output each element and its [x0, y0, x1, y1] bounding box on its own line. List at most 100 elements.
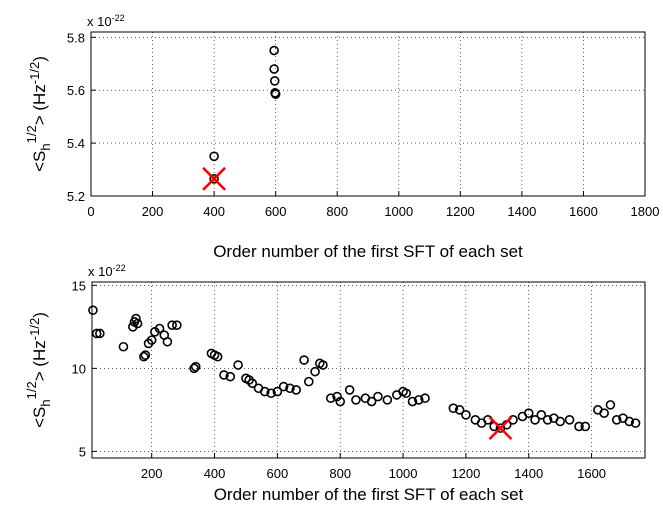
- data-point: [140, 350, 151, 360]
- x-axis-label: Order number of the first SFT of each se…: [214, 485, 524, 504]
- x-tick-label: 1600: [569, 204, 598, 219]
- data-point: [247, 378, 258, 389]
- data-point: [219, 370, 229, 380]
- data-point: [285, 383, 295, 394]
- data-point: [523, 408, 534, 418]
- y-tick-label: 5.4: [67, 136, 85, 151]
- x-tick-label: 200: [142, 204, 164, 219]
- data-point: [599, 408, 609, 418]
- data-point: [542, 415, 553, 425]
- multiplier-base: x 10: [88, 264, 113, 279]
- data-point: [131, 313, 141, 324]
- data-point: [461, 410, 471, 420]
- y-axis-label: <Sh1/2> (Hz-1/2): [24, 56, 53, 172]
- multiplier-exponent: -22: [112, 13, 125, 23]
- data-point: [454, 405, 465, 415]
- data-point: [318, 360, 328, 370]
- data-point: [574, 421, 584, 432]
- data-point: [146, 335, 157, 345]
- data-point: [91, 328, 102, 339]
- data-point: [407, 396, 418, 407]
- data-point: [291, 385, 302, 395]
- data-point: [351, 395, 361, 405]
- y-label-part: > (Hz: [30, 340, 49, 381]
- plot-area: [91, 32, 645, 196]
- y-tick-label: 5: [79, 444, 86, 459]
- y-label-part: h: [38, 399, 53, 406]
- x-axis-label: Order number of the first SFT of each se…: [213, 242, 523, 261]
- x-tick-label: 1400: [507, 204, 536, 219]
- x-tick-label: 200: [141, 466, 163, 481]
- data-point: [118, 341, 129, 352]
- highlight-marker: [202, 166, 226, 191]
- data-point: [269, 64, 279, 74]
- data-point: [335, 396, 346, 407]
- y-axis-label: <Sh1/2> (Hz-1/2): [24, 312, 53, 428]
- data-point: [278, 381, 289, 392]
- data-point: [299, 355, 309, 365]
- x-tick-label: 0: [87, 204, 94, 219]
- data-point: [366, 396, 377, 407]
- y-label-part: 1/2: [24, 381, 39, 399]
- data-point: [536, 410, 547, 420]
- data-point: [162, 336, 173, 347]
- data-point: [209, 174, 219, 184]
- data-point: [272, 386, 283, 397]
- data-point: [304, 376, 314, 387]
- data-point: [401, 388, 412, 399]
- data-point: [420, 393, 430, 404]
- data-point: [189, 363, 199, 374]
- data-point: [382, 395, 393, 405]
- x-tick-label: 1200: [446, 204, 475, 219]
- x-tick-label: 600: [265, 204, 287, 219]
- y-label-part: 1/2: [24, 125, 39, 143]
- data-point: [624, 416, 635, 427]
- x-tick-label: 1000: [389, 466, 418, 481]
- x-tick-label: 600: [267, 466, 289, 481]
- x-tick-label: 800: [326, 204, 348, 219]
- data-point: [190, 361, 201, 372]
- data-point: [172, 320, 182, 330]
- data-point: [530, 415, 540, 425]
- y-label-part: -1/2: [27, 62, 42, 84]
- y-label-part: <S: [30, 407, 49, 428]
- axis-multiplier: x 10-22: [88, 263, 126, 279]
- y-label-part: -1/2: [27, 318, 42, 340]
- highlight-stroke: [202, 166, 226, 191]
- data-point: [212, 351, 223, 362]
- y-label-part: <S: [30, 151, 49, 172]
- data-point: [413, 395, 424, 405]
- highlight-stroke: [488, 416, 513, 440]
- data-point: [605, 400, 616, 410]
- data-point: [448, 403, 459, 413]
- y-tick-label: 5.2: [67, 189, 85, 204]
- data-point: [209, 151, 219, 162]
- plot-frame: [91, 281, 646, 459]
- data-point: [88, 305, 98, 316]
- axis-multiplier: x 10-22: [87, 13, 125, 29]
- data-point: [564, 415, 575, 425]
- x-tick-label: 400: [204, 466, 226, 481]
- y-label-part: ): [30, 312, 49, 318]
- x-tick-label: 1800: [631, 204, 660, 219]
- x-tick-label: 400: [203, 204, 225, 219]
- multiplier-base: x 10: [87, 14, 112, 29]
- data-point: [580, 421, 591, 432]
- data-point: [630, 418, 641, 428]
- y-label-part: h: [38, 143, 53, 150]
- data-point: [611, 415, 622, 425]
- data-point: [95, 328, 105, 339]
- data-point: [555, 416, 565, 427]
- data-point: [269, 45, 279, 56]
- data-point: [233, 360, 243, 370]
- x-tick-label: 1200: [451, 466, 480, 481]
- y-label-part: ): [30, 56, 49, 62]
- x-tick-label: 1000: [384, 204, 413, 219]
- y-tick-label: 5.8: [67, 30, 85, 45]
- data-point: [266, 388, 276, 399]
- data-point: [260, 386, 270, 397]
- data-point: [139, 351, 149, 362]
- y-tick-label: 5.6: [67, 83, 85, 98]
- data-point: [167, 320, 177, 330]
